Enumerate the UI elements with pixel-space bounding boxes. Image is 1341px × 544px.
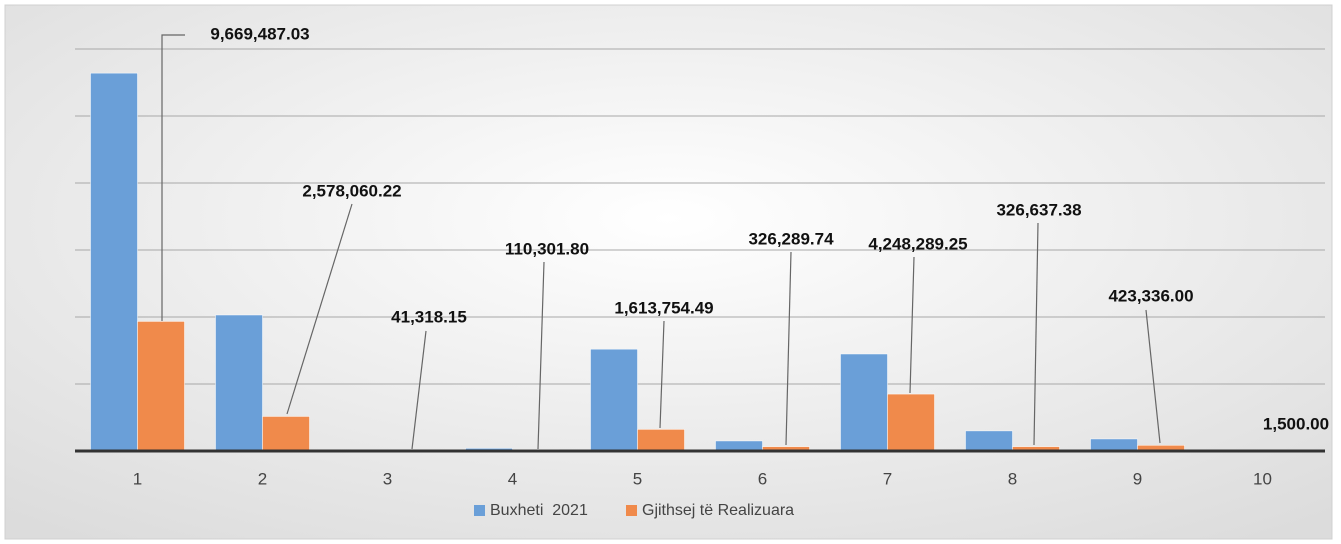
bar xyxy=(637,429,685,452)
legend-swatch xyxy=(474,505,485,516)
data-label: 41,318.15 xyxy=(391,307,467,326)
bar xyxy=(715,440,763,452)
data-label: 423,336.00 xyxy=(1108,286,1193,305)
leader-line xyxy=(161,34,185,321)
bar xyxy=(137,321,185,452)
bar xyxy=(215,314,263,452)
legend-swatch xyxy=(626,505,637,516)
x-tick-label: 7 xyxy=(883,469,892,488)
data-label: 4,248,289.25 xyxy=(868,234,967,253)
bar xyxy=(90,72,138,452)
x-tick-label: 8 xyxy=(1008,469,1017,488)
data-label: 110,301.80 xyxy=(505,239,589,258)
data-label: 1,613,754.49 xyxy=(614,298,713,317)
leader-line xyxy=(411,330,427,450)
leader-line xyxy=(785,251,792,446)
leader-line xyxy=(1033,222,1039,446)
x-tick-label: 5 xyxy=(633,469,642,488)
x-tick-label: 2 xyxy=(258,469,267,488)
leader-line xyxy=(659,320,665,429)
legend-label: Buxheti 2021 xyxy=(490,502,588,519)
bar xyxy=(965,430,1013,452)
x-tick-label: 1 xyxy=(133,469,142,488)
x-tick-label: 10 xyxy=(1253,469,1272,488)
leader-line xyxy=(909,256,915,394)
bar xyxy=(262,416,310,452)
data-label: 1,500.00 xyxy=(1263,414,1329,433)
data-label: 326,289.74 xyxy=(748,229,834,248)
data-label: 2,578,060.22 xyxy=(302,181,401,200)
bar xyxy=(887,393,935,452)
x-tick-label: 9 xyxy=(1133,469,1142,488)
chart-background xyxy=(4,4,1333,540)
x-tick-label: 4 xyxy=(508,469,517,488)
legend-label: Gjithsej të Realizuara xyxy=(642,502,794,519)
x-tick-label: 3 xyxy=(383,469,392,488)
leader-line xyxy=(286,203,353,415)
x-tick-label: 6 xyxy=(758,469,767,488)
bar xyxy=(840,353,888,452)
data-label: 326,637.38 xyxy=(996,200,1081,219)
data-label: 9,669,487.03 xyxy=(210,24,309,43)
bar xyxy=(1090,438,1138,452)
leader-line xyxy=(1145,309,1161,444)
bar xyxy=(590,348,638,452)
leader-line xyxy=(537,261,545,450)
